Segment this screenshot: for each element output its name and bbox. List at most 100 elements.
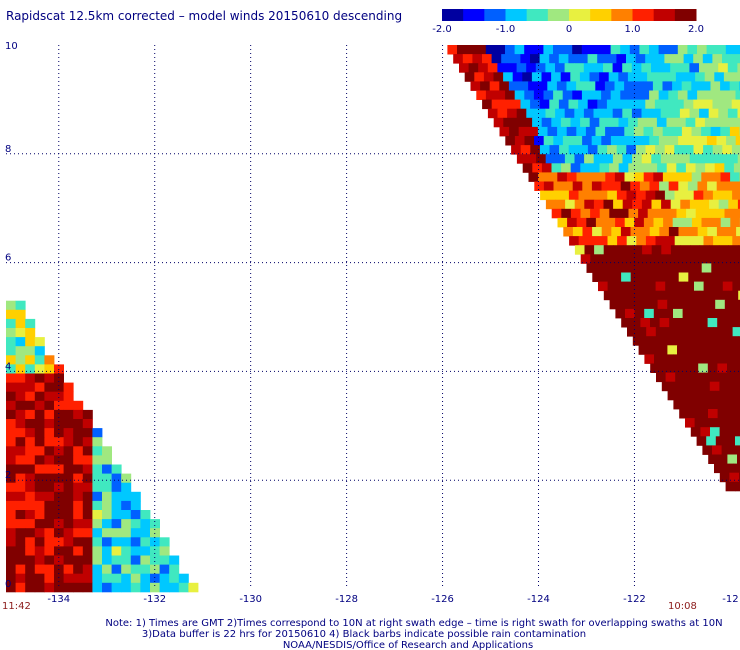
- wind-cell: [693, 99, 704, 110]
- wind-cell: [657, 299, 668, 310]
- wind-cell: [6, 537, 16, 547]
- wind-cell: [719, 472, 730, 483]
- wind-cell: [638, 254, 649, 264]
- wind-cell: [687, 136, 698, 146]
- wind-cell: [92, 428, 103, 438]
- wind-cell: [659, 227, 670, 237]
- wind-cell: [628, 117, 639, 128]
- wind-cell: [545, 154, 556, 164]
- wind-cell: [607, 145, 618, 155]
- wind-cell: [727, 363, 737, 373]
- wind-cell: [605, 172, 616, 182]
- wind-cell: [140, 510, 151, 520]
- wind-cell: [643, 172, 654, 182]
- wind-cell: [15, 400, 26, 411]
- left-swath-time: 11:42: [2, 601, 31, 612]
- wind-cell: [574, 154, 585, 164]
- wind-cell: [516, 154, 527, 164]
- wind-cell: [551, 208, 562, 219]
- wind-cell: [555, 154, 566, 164]
- wind-cell: [668, 90, 679, 100]
- wind-cell: [582, 227, 593, 237]
- wind-cell: [714, 117, 725, 128]
- wind-cell: [708, 154, 719, 164]
- wind-cell: [570, 117, 581, 128]
- wind-cell: [733, 463, 740, 474]
- wind-cell: [516, 108, 527, 119]
- wind-cell: [705, 163, 716, 173]
- wind-cell: [15, 464, 26, 474]
- wind-cell: [732, 236, 740, 246]
- wind-cell: [730, 172, 740, 182]
- wind-cell: [102, 491, 112, 502]
- wind-cell: [689, 154, 700, 164]
- wind-cell: [684, 281, 695, 292]
- wind-cell: [34, 409, 45, 420]
- wind-cell: [6, 382, 16, 393]
- wind-cell: [692, 399, 703, 410]
- wind-cell: [483, 72, 494, 82]
- wind-cell: [556, 81, 567, 91]
- wind-cell: [728, 245, 739, 255]
- wind-cell: [640, 227, 651, 237]
- wind-cell: [514, 90, 525, 100]
- wind-cell: [543, 45, 554, 55]
- wind-cell: [696, 299, 706, 310]
- wind-cell: [713, 236, 724, 246]
- wind-cell: [604, 81, 615, 91]
- wind-cell: [708, 63, 719, 73]
- wind-cell: [63, 473, 74, 484]
- wind-cell: [678, 136, 689, 146]
- wind-cell: [130, 564, 141, 575]
- wind-cell: [545, 199, 556, 210]
- wind-cell: [729, 126, 740, 137]
- wind-cell: [54, 555, 64, 565]
- wind-cell: [34, 419, 45, 429]
- wind-cell: [102, 528, 112, 538]
- wind-cell: [634, 172, 645, 182]
- wind-cell: [661, 199, 672, 210]
- wind-cell: [715, 254, 726, 264]
- colorbar-segment: [484, 9, 506, 21]
- note-line-2: 3)Data buffer is 22 hrs for 20150610 4) …: [142, 629, 586, 640]
- wind-cell: [652, 81, 663, 91]
- wind-cell: [655, 145, 666, 155]
- wind-cell: [626, 236, 637, 246]
- wind-cell: [616, 99, 627, 110]
- wind-cell: [656, 117, 667, 128]
- wind-cell: [639, 45, 650, 55]
- wind-cell: [712, 54, 723, 64]
- wind-cell: [559, 190, 570, 201]
- wind-cell: [92, 464, 103, 474]
- wind-cell: [674, 236, 685, 246]
- wind-cell: [681, 381, 691, 392]
- wind-cell: [551, 117, 562, 128]
- wind-cell: [703, 145, 714, 155]
- wind-cell: [472, 54, 483, 64]
- wind-cell: [102, 446, 112, 456]
- wind-cell: [121, 573, 132, 584]
- wind-cell: [543, 90, 554, 100]
- wind-cell: [738, 427, 740, 437]
- wind-cell: [44, 373, 55, 383]
- wind-cell: [44, 355, 55, 365]
- wind-cell: [725, 45, 736, 55]
- wind-cell: [534, 181, 545, 191]
- wind-cell: [6, 428, 16, 438]
- wind-cell: [623, 290, 633, 301]
- wind-cell: [44, 546, 55, 556]
- wind-cell: [649, 181, 660, 191]
- wind-cell: [690, 290, 701, 301]
- wind-cell: [34, 455, 45, 465]
- wind-cell: [683, 54, 694, 64]
- wind-cell: [684, 190, 695, 201]
- wind-cell: [44, 573, 55, 584]
- wind-cell: [130, 555, 141, 565]
- wind-cell: [592, 227, 603, 237]
- wind-cell: [639, 136, 650, 146]
- wind-cell: [630, 136, 641, 146]
- wind-cell: [705, 345, 716, 355]
- wind-cell: [470, 81, 481, 91]
- wind-cell: [645, 236, 656, 246]
- wind-cell: [562, 136, 573, 146]
